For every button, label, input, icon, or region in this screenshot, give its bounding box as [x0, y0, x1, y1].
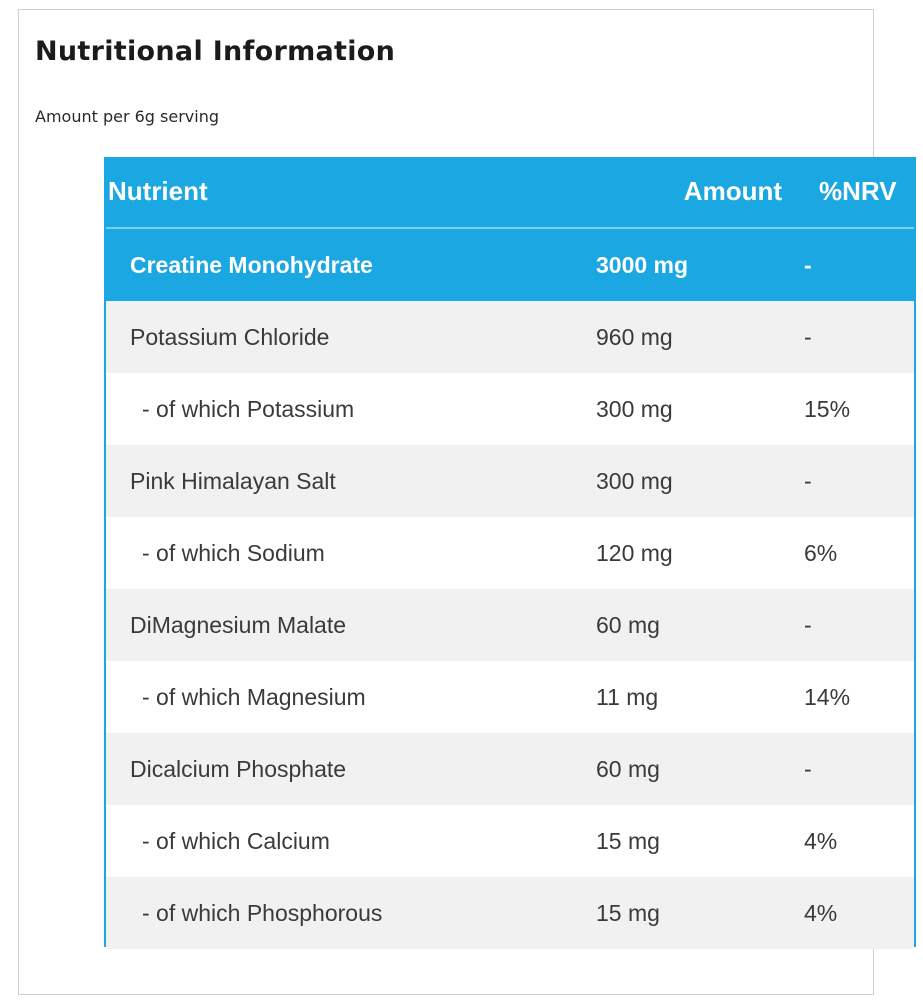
table-row: - of which Magnesium 11 mg 14% [106, 661, 914, 733]
nutrient-name: Pink Himalayan Salt [130, 468, 336, 494]
nutrient-nrv: - [804, 324, 812, 350]
nutrient-name: Dicalcium Phosphate [130, 756, 347, 782]
nutrient-nrv: - [804, 252, 812, 278]
page-title: Nutritional Information [35, 36, 396, 67]
table-body: Creatine Monohydrate 3000 mg - Potassium… [106, 229, 914, 949]
nutrient-name: DiMagnesium Malate [130, 612, 347, 638]
nutrient-amount: 120 mg [596, 540, 673, 566]
table-row: - of which Sodium 120 mg 6% [106, 517, 914, 589]
nutrient-nrv: - [804, 468, 812, 494]
table-row: Dicalcium Phosphate 60 mg - [106, 733, 914, 805]
table-row: - of which Potassium 300 mg 15% [106, 373, 914, 445]
nutrient-name: - of which Magnesium [142, 684, 366, 710]
nutrient-amount: 60 mg [596, 756, 660, 782]
nutrient-name: - of which Calcium [142, 828, 330, 854]
table-header-row: Nutrient Amount %NRV [106, 159, 914, 229]
nutrient-amount: 300 mg [596, 396, 673, 422]
header-amount: Amount [683, 176, 782, 206]
nutrient-name: Potassium Chloride [130, 324, 330, 350]
nutrient-amount: 60 mg [596, 612, 660, 638]
header-nutrient: Nutrient [108, 176, 208, 206]
nutrient-nrv: 6% [804, 540, 838, 566]
serving-size-text: Amount per 6g serving [35, 107, 220, 126]
nutrient-name: Creatine Monohydrate [130, 252, 373, 278]
nutrient-nrv: 14% [804, 684, 851, 710]
table-row: Creatine Monohydrate 3000 mg - [106, 229, 914, 301]
nutrient-amount: 11 mg [596, 684, 659, 710]
nutrient-nrv: - [804, 756, 812, 782]
table-row: Pink Himalayan Salt 300 mg - [106, 445, 914, 517]
nutrient-nrv: 4% [804, 828, 838, 854]
table-row: - of which Phosphorous 15 mg 4% [106, 877, 914, 949]
nutrient-amount: 15 mg [596, 900, 660, 926]
header-nrv: %NRV [819, 176, 897, 206]
table-row: Potassium Chloride 960 mg - [106, 301, 914, 373]
table-row: DiMagnesium Malate 60 mg - [106, 589, 914, 661]
nutrient-amount: 300 mg [596, 468, 673, 494]
nutrient-nrv: 4% [804, 900, 838, 926]
nutrient-amount: 960 mg [596, 324, 673, 350]
nutrient-amount: 15 mg [596, 828, 660, 854]
nutrient-amount: 3000 mg [596, 252, 689, 278]
table-row: - of which Calcium 15 mg 4% [106, 805, 914, 877]
nutrient-name: - of which Sodium [142, 540, 325, 566]
nutrient-name: - of which Potassium [142, 396, 355, 422]
nutrient-nrv: 15% [804, 396, 851, 422]
nutrient-nrv: - [804, 612, 812, 638]
nutrient-name: - of which Phosphorous [142, 900, 383, 926]
nutrition-table: Nutrient Amount %NRV Creatine Monohydrat… [104, 157, 916, 949]
